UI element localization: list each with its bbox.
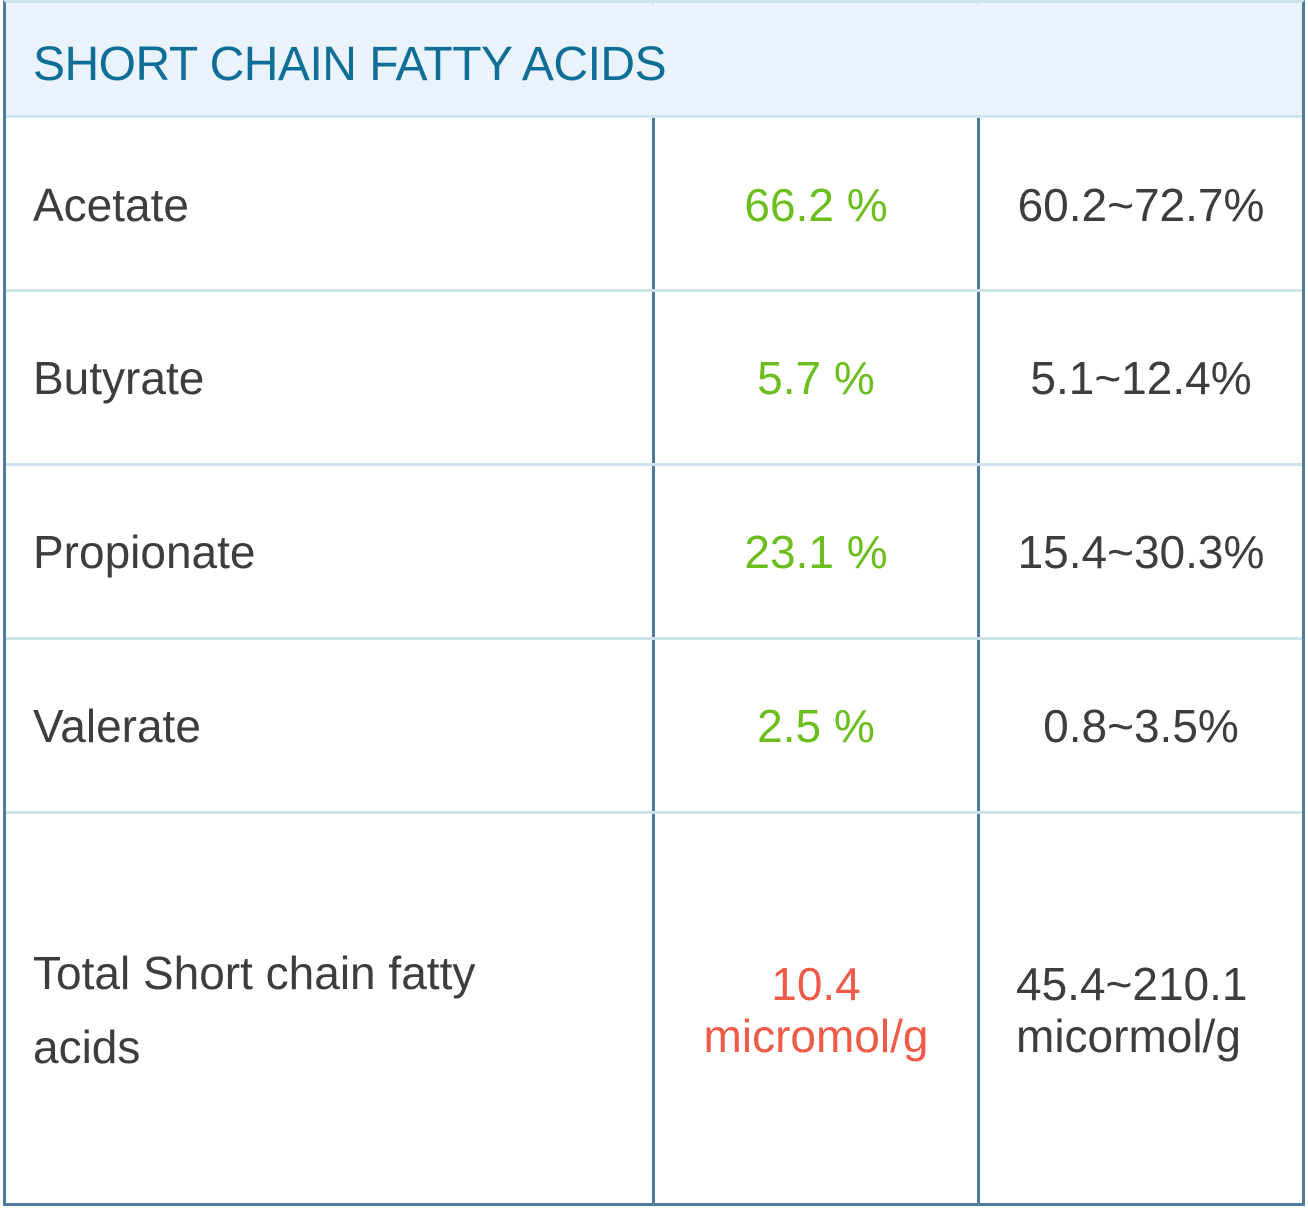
row-divider bbox=[6, 463, 1302, 466]
row-name-propionate: Propionate bbox=[33, 525, 256, 578]
row-range-total: 45.4~210.1 micormol/g bbox=[1016, 958, 1248, 1062]
row-name-butyrate: Butyrate bbox=[33, 351, 205, 404]
table-header: SHORT CHAIN FATTY ACIDS bbox=[6, 3, 1302, 118]
column-divider-top bbox=[652, 3, 654, 6]
row-divider bbox=[6, 289, 1302, 292]
row-result-total: 10.4 micromol/g bbox=[703, 958, 929, 1062]
row-result-acetate: 66.2 % bbox=[744, 179, 888, 231]
row-range-propionate: 15.4~30.3% bbox=[1017, 525, 1265, 578]
column-divider bbox=[977, 118, 980, 1206]
column-divider-top bbox=[977, 3, 979, 6]
row-name-acetate: Acetate bbox=[33, 179, 189, 231]
row-result-propionate: 23.1 % bbox=[744, 525, 888, 578]
row-range-valerate: 0.8~3.5% bbox=[1043, 699, 1239, 752]
row-result-valerate: 2.5 % bbox=[757, 699, 875, 752]
row-range-acetate: 60.2~72.7% bbox=[1017, 179, 1265, 231]
row-divider bbox=[6, 637, 1302, 640]
scfa-table: SHORT CHAIN FATTY ACIDS Acetate 66.2 % 6… bbox=[3, 0, 1305, 1206]
row-name-valerate: Valerate bbox=[33, 699, 201, 752]
row-result-butyrate: 5.7 % bbox=[757, 351, 875, 404]
row-range-butyrate: 5.1~12.4% bbox=[1030, 351, 1252, 404]
row-divider bbox=[6, 811, 1302, 814]
column-divider bbox=[652, 118, 655, 1206]
table-title: SHORT CHAIN FATTY ACIDS bbox=[33, 38, 667, 91]
row-name-total: Total Short chain fatty acids bbox=[33, 947, 476, 1073]
